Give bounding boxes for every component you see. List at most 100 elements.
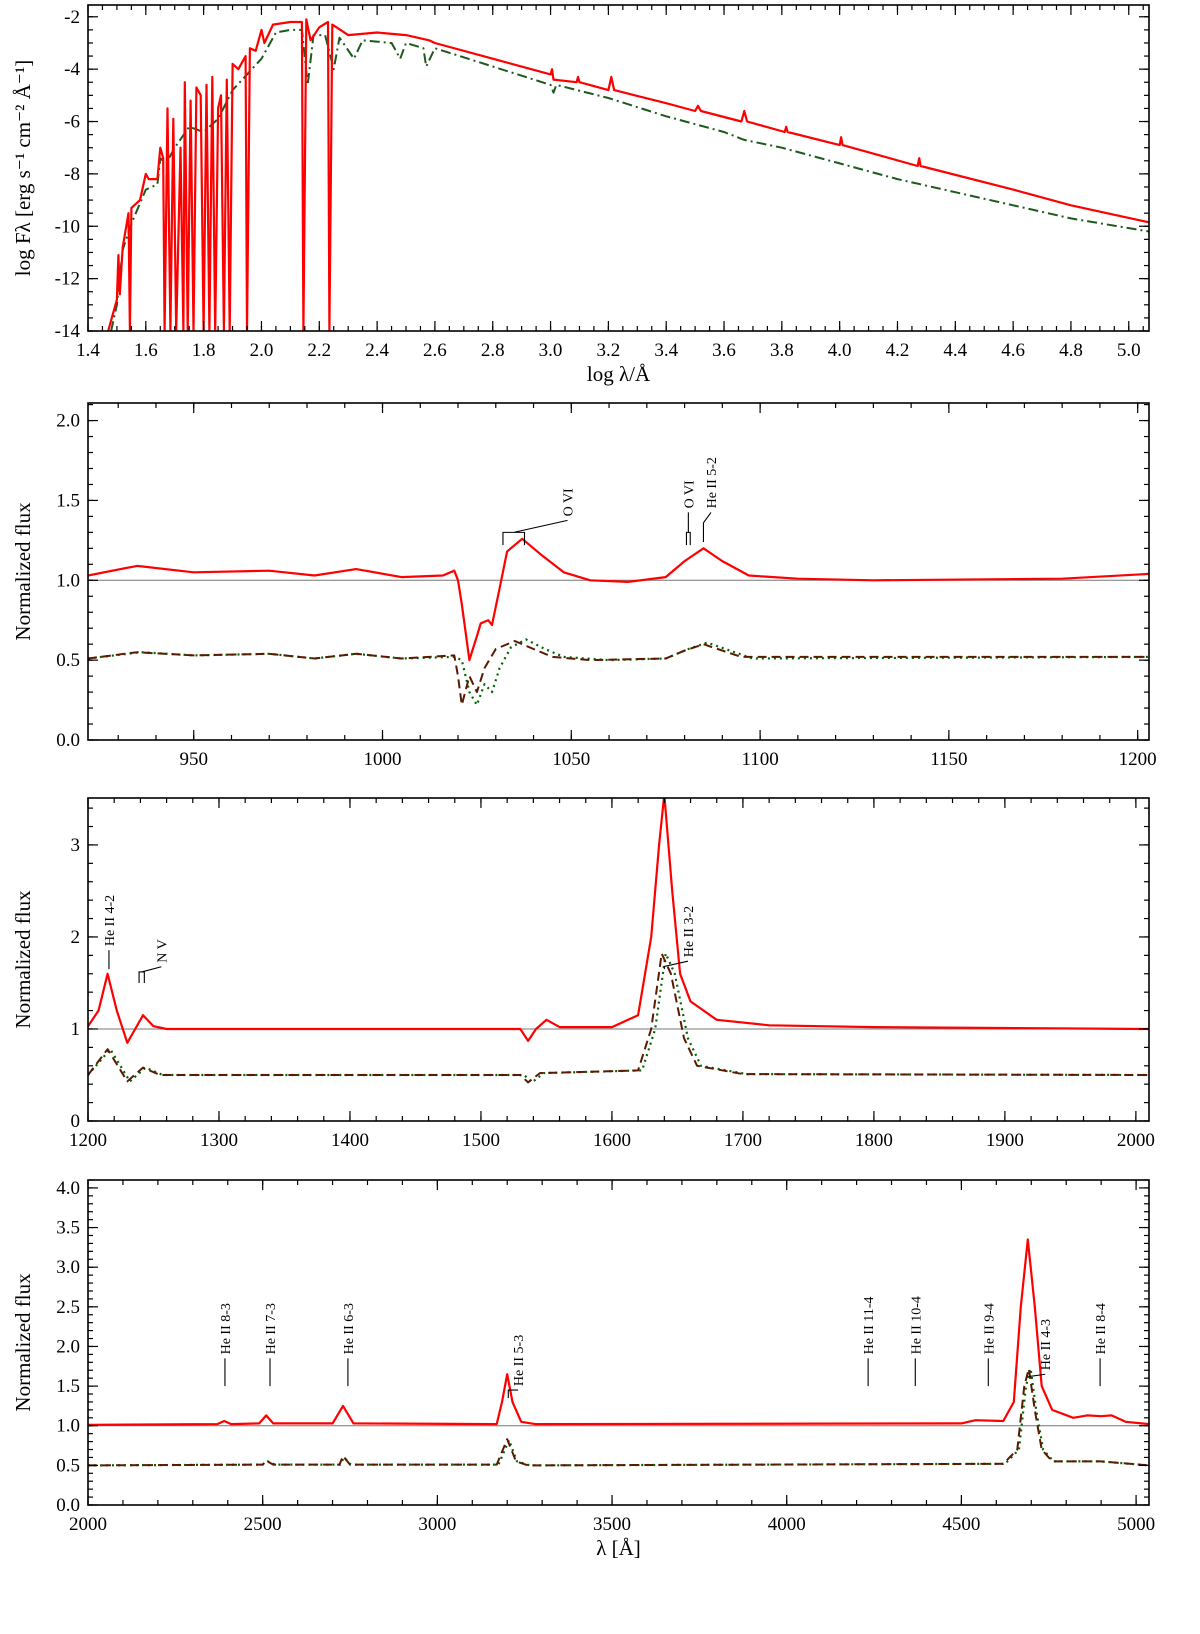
annotation-tick — [663, 960, 689, 970]
y-tick-label: 2.0 — [56, 1336, 80, 1357]
annotation-bracket — [685, 512, 691, 546]
panel-3: 1200 1300 1400 1500 1600 1700 1800 1900 2000 0 1 2 3… — [11, 797, 1155, 1151]
annotation-label: He II 5-3 — [512, 1335, 527, 1386]
y-tick-label: 2.0 — [56, 411, 80, 432]
plot-frame — [87, 402, 1150, 741]
annotation-label: He II 4-3 — [1039, 1319, 1054, 1370]
y-tick-label: 0.5 — [56, 1455, 80, 1476]
x-tick-label: 1.8 — [192, 340, 216, 361]
x-tick-label: 5000 — [1117, 1514, 1155, 1535]
series-model-dashed — [88, 640, 1149, 706]
x-tick-label: 3.0 — [539, 340, 563, 361]
annotation-tick — [702, 512, 712, 542]
x-tick-label: 1400 — [331, 1130, 369, 1151]
y-tick-label: -8 — [64, 164, 80, 185]
x-tick-label: 1200 — [1119, 749, 1157, 770]
x-tick-label: 2.6 — [423, 340, 447, 361]
x-tick-label: 1700 — [724, 1130, 762, 1151]
y-tick-label: 1 — [71, 1019, 81, 1040]
x-tick-label: 1050 — [552, 749, 590, 770]
x-tick-label: 2.2 — [307, 340, 331, 361]
line-annotation: He II 8-3 — [219, 1303, 234, 1387]
x-tick-label: 4500 — [942, 1514, 980, 1535]
annotation-label: He II 8-4 — [1094, 1303, 1109, 1354]
x-tick-label: 1500 — [462, 1130, 500, 1151]
line-annotation: He II 9-4 — [982, 1303, 997, 1387]
x-tick-label: 1.4 — [76, 340, 100, 361]
panel-4: 2000 2500 3000 3500 4000 4500 5000 0.0 0.5 1.0 1.5… — [11, 1178, 1155, 1560]
y-tick-label: 2.5 — [56, 1297, 80, 1318]
annotation-tick — [1028, 1373, 1046, 1378]
x-tick-label: 1300 — [200, 1130, 238, 1151]
line-annotation: He II 4-2 — [103, 895, 118, 970]
x-tick-label: 4.4 — [943, 340, 967, 361]
line-annotation: He II 4-3 — [1028, 1319, 1054, 1378]
series-model-dashdot — [110, 28, 1149, 331]
series-model-dashed — [88, 1367, 1149, 1467]
x-tick-label: 1900 — [986, 1130, 1024, 1151]
line-annotation: He II 11-4 — [862, 1297, 877, 1387]
y-tick-label: 4.0 — [56, 1178, 80, 1199]
series-model-red — [88, 798, 1149, 1044]
x-tick-label: 4.0 — [828, 340, 852, 361]
series-model-dotted — [88, 1367, 1149, 1467]
y-axis-label: log Fλ [erg s⁻¹ cm⁻² Å⁻¹] — [11, 60, 35, 277]
line-annotation: He II 7-3 — [264, 1303, 279, 1387]
series-model-dotted — [88, 638, 1149, 707]
y-tick-label: -6 — [64, 112, 80, 133]
y-tick-label: -14 — [55, 321, 81, 342]
x-tick-label: 3.2 — [597, 340, 621, 361]
annotation-label: He II 4-2 — [103, 895, 118, 946]
annotation-bracket — [138, 966, 162, 983]
x-tick-label: 5.0 — [1117, 340, 1141, 361]
y-tick-label: 0.0 — [56, 1495, 80, 1516]
y-tick-label: -10 — [55, 216, 80, 237]
series-model-dotted — [88, 952, 1149, 1084]
annotation-label: He II 8-3 — [219, 1303, 234, 1354]
series-model-dashed — [88, 952, 1149, 1084]
x-tick-label: 3000 — [418, 1514, 456, 1535]
y-tick-label: 3.5 — [56, 1218, 80, 1239]
x-tick-label: 2.0 — [250, 340, 274, 361]
x-axis-label: log λ/Å — [587, 362, 651, 386]
y-axis-label: Normalized flux — [11, 890, 35, 1029]
y-tick-label: 0.0 — [56, 730, 80, 751]
y-tick-label: 3.0 — [56, 1257, 80, 1278]
x-tick-label: 1100 — [741, 749, 778, 770]
panel-1: 1.4 1.6 1.8 2.0 2.2 2.4 2.6 2.8 3.0 3.2 3.4 3.6 3.8 4… — [11, 4, 1150, 386]
x-tick-label: 2000 — [1117, 1130, 1155, 1151]
annotation-label: He II 5-2 — [705, 457, 720, 508]
y-tick-label: 0.5 — [56, 650, 80, 671]
x-tick-label: 950 — [179, 749, 208, 770]
x-tick-label: 4000 — [768, 1514, 806, 1535]
y-axis-label: Normalized flux — [11, 1273, 35, 1412]
annotation-label: He II 11-4 — [862, 1297, 877, 1355]
x-tick-label: 3.4 — [654, 340, 678, 361]
line-annotation: O VI — [502, 488, 577, 546]
line-annotation: N V — [138, 939, 170, 983]
line-annotation: O VI — [682, 480, 697, 546]
y-tick-label: -4 — [64, 59, 80, 80]
series-model-red — [88, 1238, 1149, 1427]
annotation-label: He II 6-3 — [342, 1303, 357, 1354]
y-tick-label: 1.5 — [56, 1376, 80, 1397]
y-tick-label: 0 — [71, 1111, 81, 1132]
panel-2: 950 1000 1050 1100 1150 1200 0.0 0.5 1.0 1.5 2.0 No… — [11, 402, 1157, 770]
y-tick-label: -12 — [55, 269, 80, 290]
x-tick-label: 3.8 — [770, 340, 794, 361]
x-tick-label: 1150 — [930, 749, 967, 770]
y-axis-label: Normalized flux — [11, 502, 35, 641]
y-tick-label: -2 — [64, 7, 80, 28]
x-tick-label: 1000 — [364, 749, 402, 770]
annotation-label: N V — [155, 939, 170, 962]
line-annotation: He II 5-2 — [702, 457, 720, 542]
line-annotation: He II 8-4 — [1094, 1303, 1109, 1387]
line-annotation: He II 5-3 — [507, 1335, 527, 1398]
x-tick-label: 3.6 — [712, 340, 736, 361]
plot-frame — [87, 4, 1150, 332]
series-model-red — [88, 537, 1149, 662]
y-tick-label: 1.0 — [56, 1416, 80, 1437]
annotation-label: He II 9-4 — [982, 1303, 997, 1354]
y-tick-label: 3 — [71, 835, 81, 856]
